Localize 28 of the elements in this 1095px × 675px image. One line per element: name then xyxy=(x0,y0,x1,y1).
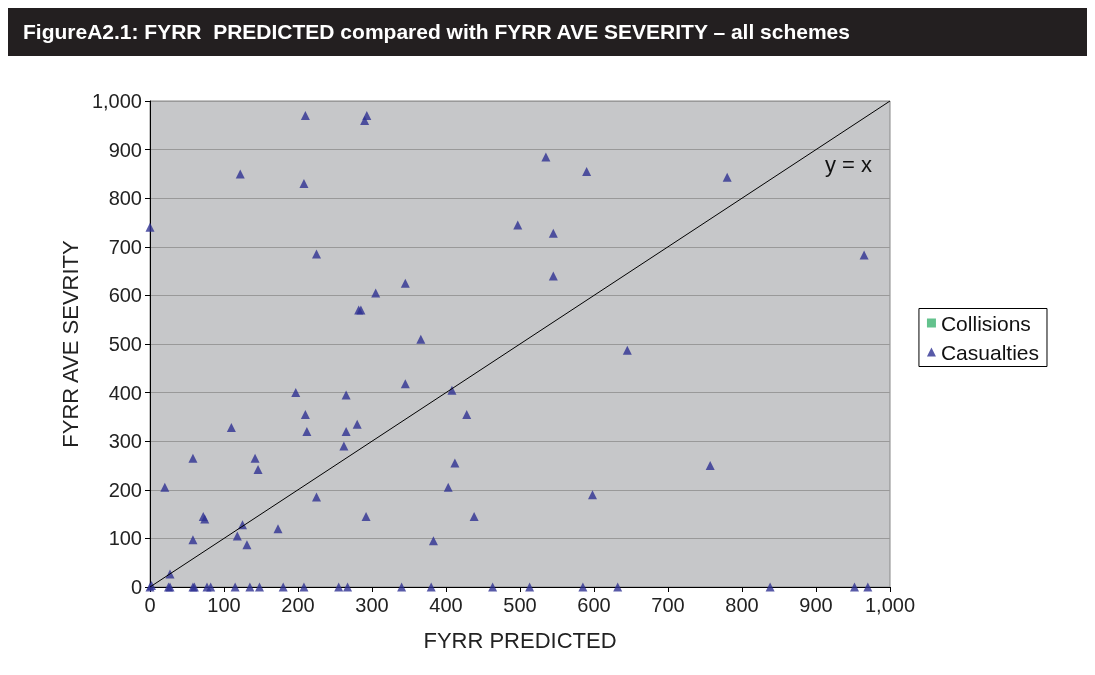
x-tick-label: 200 xyxy=(281,594,315,616)
x-tick-label: 0 xyxy=(144,594,156,616)
x-tick-label: 500 xyxy=(503,594,537,616)
y-tick-label: 900 xyxy=(108,138,142,161)
y-tick-label: 600 xyxy=(108,284,142,307)
x-tick-label: 600 xyxy=(577,594,611,616)
legend-label: Casualties xyxy=(940,340,1040,364)
x-tick-label: 300 xyxy=(355,594,389,616)
annotation: y = x xyxy=(824,151,873,177)
y-tick-label: 1,000 xyxy=(91,90,142,112)
y-tick-label: 300 xyxy=(108,430,142,453)
y-tick-label: 800 xyxy=(108,187,142,210)
chart-title: FigureA2.1: FYRR PREDICTED compared with FYRR AVE SEVERITY – all schemes xyxy=(23,20,850,43)
x-tick-label: 1,000 xyxy=(864,594,916,616)
x-tick-label: 900 xyxy=(799,594,833,616)
y-axis-title: FYRR AVE SEVRITY xyxy=(57,239,83,448)
y-tick-label: 500 xyxy=(108,333,142,355)
y-tick-label: 0 xyxy=(130,576,142,598)
y-tick-label: 200 xyxy=(108,478,142,501)
y-tick-label: 400 xyxy=(108,381,142,404)
x-axis-title: FYRR PREDICTED xyxy=(423,627,617,653)
x-tick-label: 100 xyxy=(207,594,241,616)
x-tick-label: 800 xyxy=(725,594,759,616)
x-tick-label: 400 xyxy=(429,594,463,616)
y-tick-label: 700 xyxy=(108,235,142,258)
x-tick-label: 700 xyxy=(651,594,685,616)
y-tick-label: 100 xyxy=(108,527,142,550)
legend-label: Collisions xyxy=(940,311,1031,335)
